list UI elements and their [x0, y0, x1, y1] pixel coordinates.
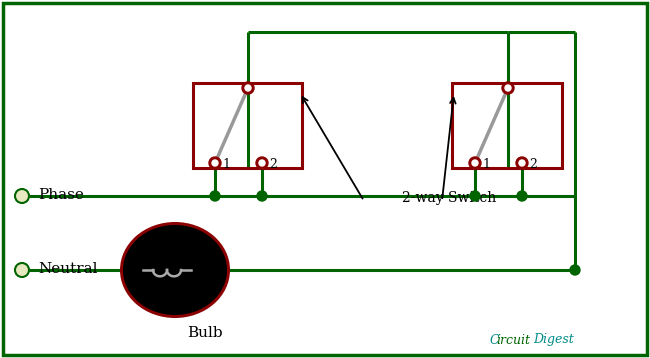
Circle shape — [517, 191, 527, 201]
Circle shape — [469, 157, 481, 169]
Text: 2-way Switch: 2-way Switch — [402, 191, 496, 205]
Text: 2: 2 — [269, 159, 277, 171]
Circle shape — [570, 265, 580, 275]
Circle shape — [256, 157, 268, 169]
Circle shape — [257, 191, 267, 201]
Circle shape — [470, 191, 480, 201]
Text: Bulb: Bulb — [187, 326, 222, 340]
Ellipse shape — [120, 222, 230, 318]
Circle shape — [516, 157, 528, 169]
Circle shape — [210, 191, 220, 201]
Text: Digest: Digest — [533, 334, 574, 347]
Text: C: C — [490, 334, 500, 347]
Text: Neutral: Neutral — [38, 262, 98, 276]
Ellipse shape — [123, 225, 227, 315]
Circle shape — [209, 157, 221, 169]
Circle shape — [472, 160, 478, 166]
Bar — [193, 83, 302, 168]
Circle shape — [15, 263, 29, 277]
Circle shape — [505, 85, 511, 91]
Text: ircuit: ircuit — [497, 334, 530, 347]
Text: Phase: Phase — [38, 188, 84, 202]
Circle shape — [502, 82, 514, 94]
Text: 2: 2 — [529, 159, 537, 171]
Circle shape — [259, 160, 265, 166]
Circle shape — [519, 160, 525, 166]
Circle shape — [212, 160, 218, 166]
Text: 1: 1 — [482, 159, 490, 171]
Text: 1: 1 — [222, 159, 230, 171]
Circle shape — [15, 189, 29, 203]
Circle shape — [245, 85, 251, 91]
Circle shape — [242, 82, 254, 94]
Bar — [452, 83, 562, 168]
